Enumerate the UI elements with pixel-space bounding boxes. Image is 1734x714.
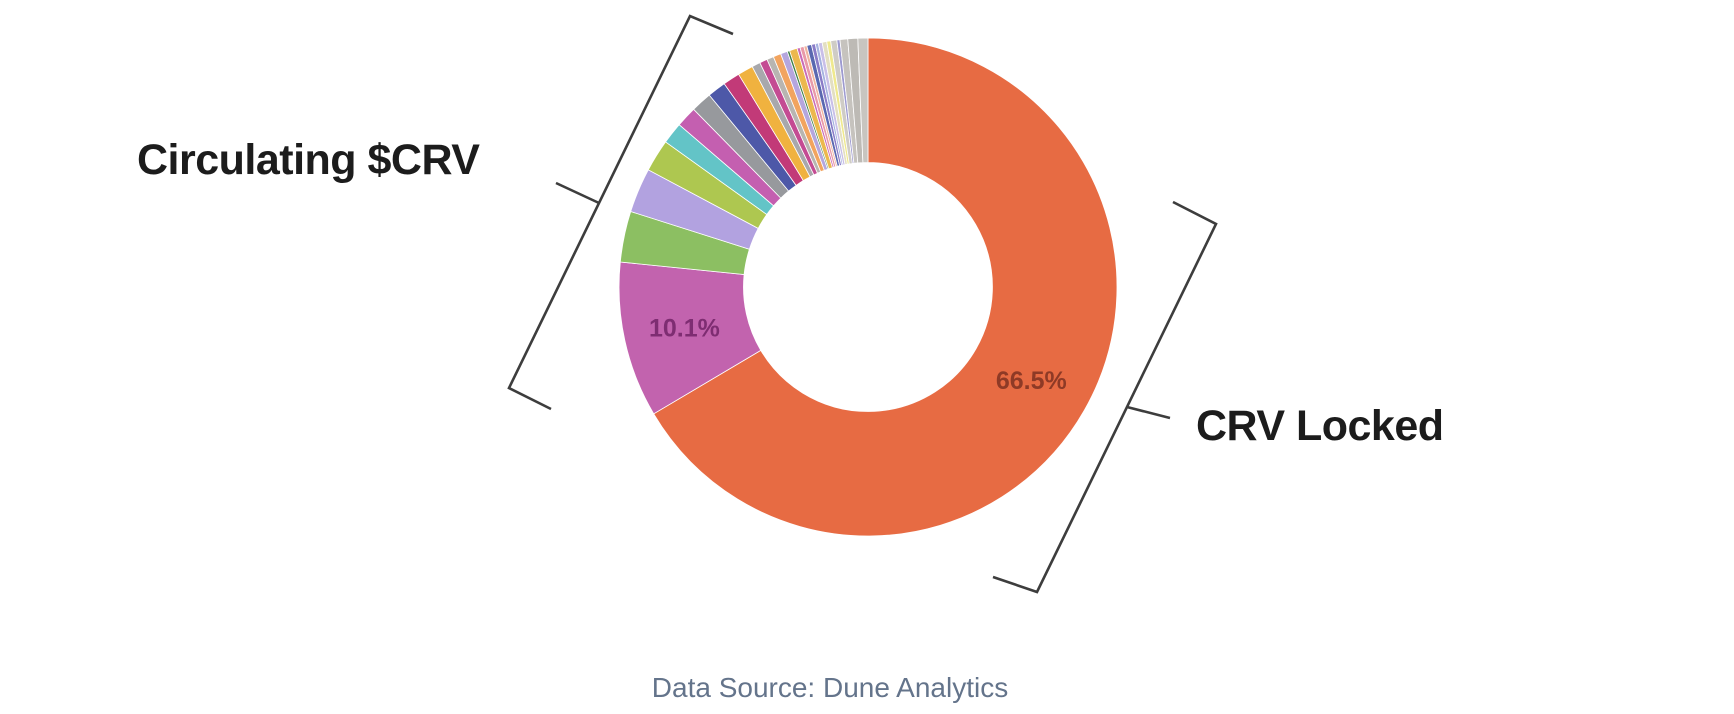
slice-percentage-label: 10.1% [649, 314, 720, 342]
pie-slice [857, 37, 869, 164]
crv-locked-label: CRV Locked [1196, 402, 1444, 450]
circulating-crv-label: Circulating $CRV [137, 136, 480, 184]
pie-slice [653, 37, 1118, 537]
data-source-caption: Data Source: Dune Analytics [651, 672, 1009, 703]
left-bracket [507, 14, 734, 411]
right-bracket [992, 200, 1218, 594]
donut-slices: 66.5% 10.1% [618, 37, 1118, 537]
slice-percentage-label: 66.5% [996, 367, 1067, 395]
